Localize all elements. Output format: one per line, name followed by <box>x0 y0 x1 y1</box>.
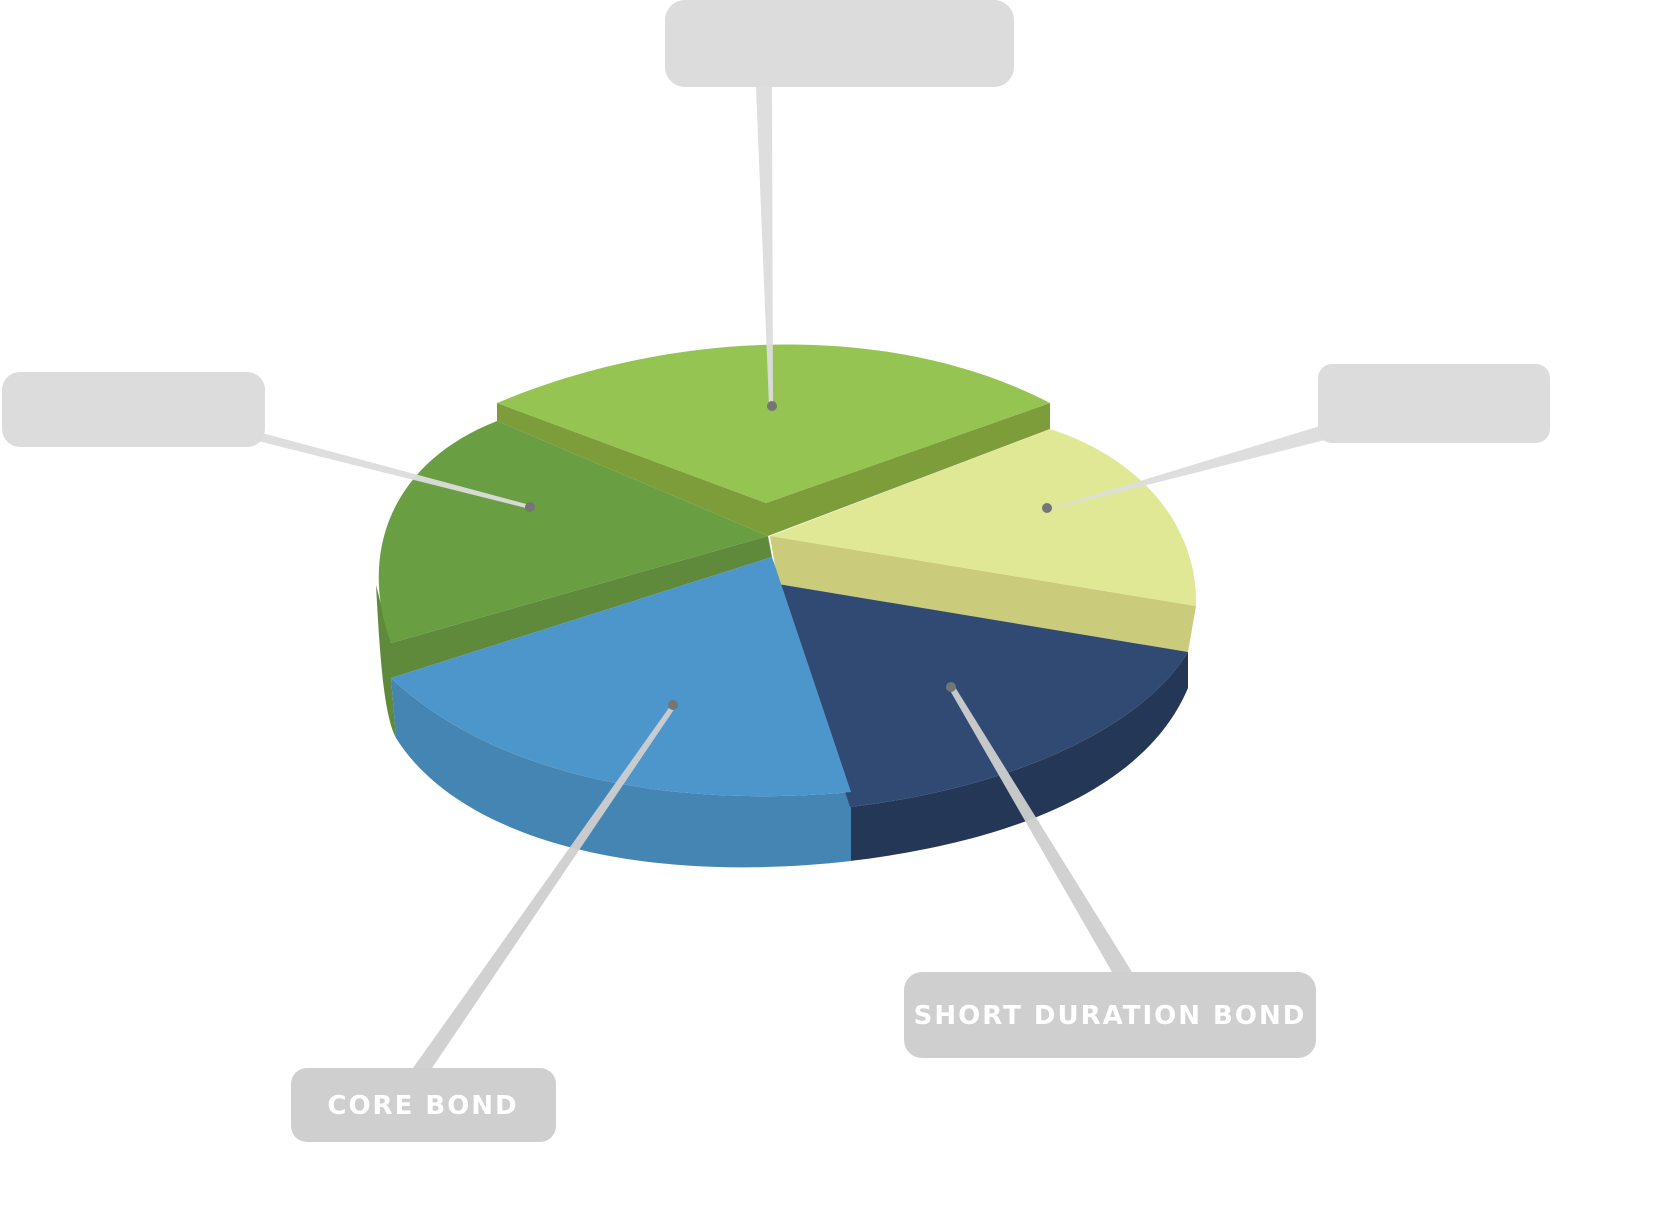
right-slice-leader-line <box>1052 426 1325 509</box>
core-bond-slice <box>391 557 851 797</box>
short-duration-bond-slice-callout-box <box>904 972 1316 1058</box>
right-slice-marker <box>1042 503 1052 513</box>
right-slice-side-wall <box>770 536 1196 652</box>
core-bond-slice-side-wall <box>391 678 851 868</box>
core-bond-slice-callout-box <box>291 1068 556 1142</box>
top-slice-callout-box <box>665 0 1014 87</box>
callout-leaders <box>258 87 1325 1068</box>
left-slice <box>378 421 768 643</box>
callout-labels: SHORT DURATION BOND CORE BOND <box>327 1001 1307 1121</box>
top-slice <box>497 344 1050 503</box>
left-slice-side-wall <box>376 536 772 738</box>
right-slice-callout-box <box>1318 364 1550 443</box>
pie-side-walls <box>376 403 1196 868</box>
top-slice-side-wall <box>497 403 1050 536</box>
short-duration-bond-slice <box>778 584 1188 807</box>
left-slice-leader-line <box>258 433 530 509</box>
callout-boxes <box>2 0 1550 1142</box>
top-slice-leader-line <box>756 87 773 406</box>
core-bond-slice-leader-line <box>413 705 677 1068</box>
pie-top-faces <box>378 344 1197 807</box>
top-slice-marker <box>767 401 777 411</box>
short-duration-bond-slice-side-wall <box>850 652 1188 861</box>
short-duration-bond-slice-marker <box>946 682 956 692</box>
core-bond-slice-marker <box>668 700 678 710</box>
right-slice <box>770 429 1197 606</box>
short-duration-bond-slice-label: SHORT DURATION BOND <box>914 1001 1307 1031</box>
short-duration-bond-slice-leader-line <box>948 687 1132 972</box>
left-slice-marker <box>525 502 535 512</box>
core-bond-slice-label: CORE BOND <box>327 1091 518 1121</box>
slice-markers <box>525 401 1052 710</box>
left-slice-callout-box <box>2 372 265 447</box>
